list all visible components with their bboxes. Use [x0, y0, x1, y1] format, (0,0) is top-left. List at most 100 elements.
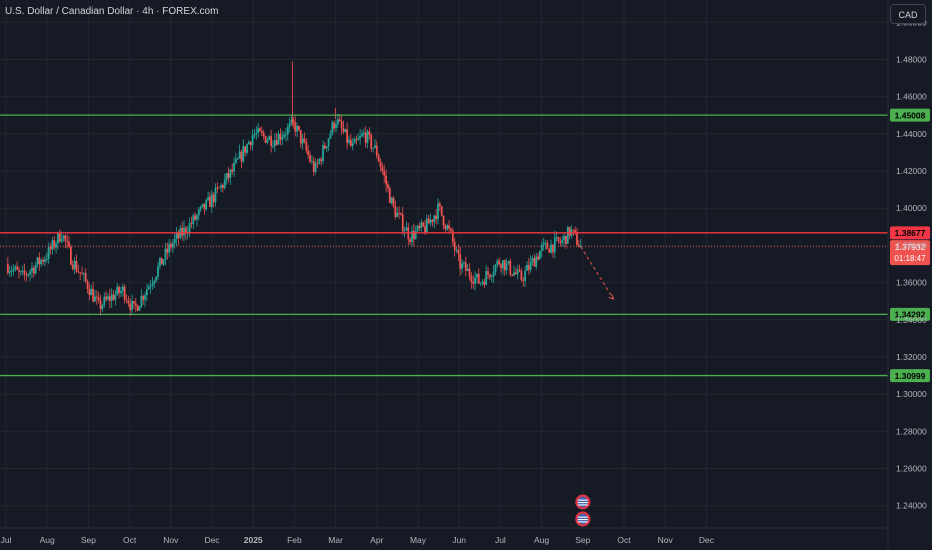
x-tick-label: Feb [287, 535, 302, 545]
candle-body [476, 273, 478, 278]
level-price-label: 1.45008 [895, 110, 926, 120]
projection-arrowhead [608, 294, 615, 300]
candle-body [127, 300, 130, 304]
candle-body [500, 264, 502, 269]
candle-body [125, 299, 128, 301]
candle-body [45, 259, 48, 260]
candle-body [487, 271, 489, 275]
candle-body [409, 239, 412, 243]
candle-body [311, 161, 313, 162]
candle-body [348, 139, 350, 143]
candle-body [81, 273, 83, 275]
candle-body [531, 258, 534, 262]
candle-body [62, 235, 65, 239]
candle-body [316, 162, 319, 164]
flag-stripe [577, 499, 588, 501]
candle-body [381, 166, 384, 172]
candle-body [40, 259, 43, 265]
candle-body [427, 218, 430, 224]
candle-body [88, 289, 91, 296]
flag-stripe [577, 519, 588, 521]
time-axis[interactable]: Jul Aug Sep Oct Nov Dec 2025 Feb Mar Apr May Jun Jul… [0, 527, 888, 545]
price-axis[interactable]: 1.500001.480001.460001.440001.420001.400… [887, 0, 927, 550]
candle-body [268, 136, 271, 140]
us-flag-icon[interactable] [575, 494, 591, 510]
candle-body [550, 244, 552, 253]
candle-body [220, 184, 222, 188]
candle-body [294, 122, 297, 132]
x-tick-label: Apr [370, 535, 383, 545]
candle-body [251, 135, 254, 146]
candle-body [10, 270, 13, 272]
candle-body [262, 132, 265, 137]
candle-body [351, 143, 354, 146]
candle-body [79, 272, 82, 274]
candle-body [544, 242, 547, 244]
candle-body [340, 120, 343, 128]
candle-body [32, 267, 35, 274]
candle-body [438, 203, 441, 206]
candle-body [120, 291, 122, 294]
candle-body [177, 233, 180, 239]
candle-body [488, 274, 491, 278]
candle-body [542, 243, 545, 246]
candle-body [535, 256, 538, 267]
candle-body [144, 295, 146, 300]
candle-body [539, 251, 541, 260]
candle-body [257, 128, 260, 134]
candle-body [400, 213, 402, 215]
candle-body [147, 286, 150, 290]
candle-body [64, 235, 67, 242]
candle-body [349, 139, 352, 146]
candle-body [490, 276, 493, 278]
candle-body [368, 131, 371, 135]
candle-body [303, 138, 306, 142]
x-tick-label: Nov [163, 535, 179, 545]
candle-body [498, 260, 501, 265]
currency-button[interactable]: CAD [890, 4, 926, 24]
candle-body [422, 222, 425, 227]
candle-body [99, 300, 102, 310]
candle-body [114, 294, 117, 300]
candle-body [524, 270, 527, 281]
candle-body [472, 281, 475, 284]
candle-body [361, 134, 363, 136]
candle-body [171, 243, 174, 248]
candle-body [21, 270, 24, 272]
candle-body [270, 136, 273, 147]
candle-body [553, 237, 556, 253]
candle-body [412, 230, 415, 239]
candle-body [296, 125, 298, 132]
candle-body [199, 206, 202, 210]
candle-body [388, 187, 391, 204]
candle-body [485, 271, 488, 285]
y-tick-label: 1.40000 [896, 203, 927, 213]
candle-body [451, 230, 454, 242]
horizontal-levels[interactable]: 1.45008 1.38677 1.34292 1.30999 1.37932 01:18… [0, 108, 930, 383]
candle-body [372, 147, 374, 149]
candle-body [238, 151, 241, 159]
candle-body [192, 215, 195, 224]
candle-body [309, 155, 311, 162]
candle-body [468, 268, 471, 277]
candle-body [140, 296, 143, 307]
y-tick-label: 1.48000 [896, 54, 927, 64]
candle-body [401, 214, 404, 232]
candle-body [8, 271, 11, 273]
candle-body [529, 261, 532, 270]
candle-body [305, 141, 308, 151]
candle-body [133, 301, 135, 304]
y-tick-label: 1.32000 [896, 352, 927, 362]
candle-body [16, 266, 19, 270]
candle-body [374, 145, 376, 148]
event-icons[interactable] [575, 494, 591, 527]
candle-body [227, 173, 230, 179]
candle-body [518, 269, 521, 272]
candle-body [566, 227, 569, 244]
candle-body [537, 256, 539, 260]
candle-body [314, 162, 317, 172]
us-flag-icon[interactable] [575, 511, 591, 527]
projection-path [580, 246, 615, 300]
